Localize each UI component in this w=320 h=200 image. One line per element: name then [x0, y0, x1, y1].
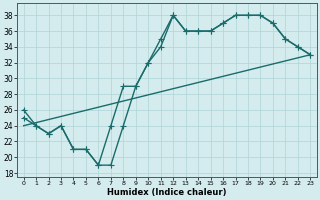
X-axis label: Humidex (Indice chaleur): Humidex (Indice chaleur)	[107, 188, 227, 197]
